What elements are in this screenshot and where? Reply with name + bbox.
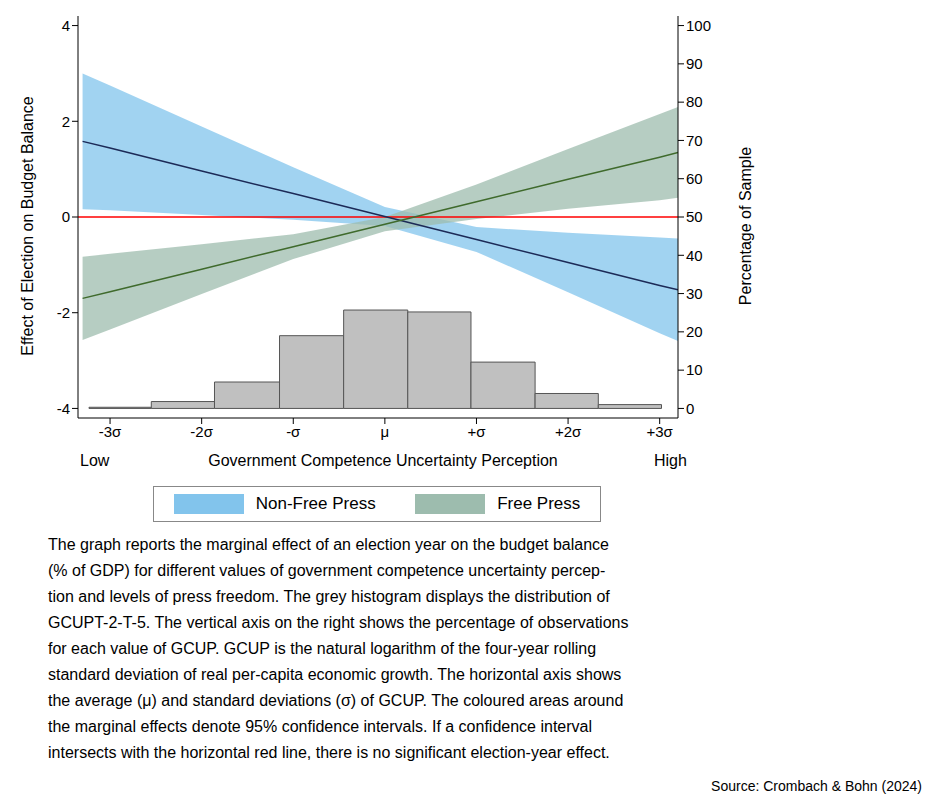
html-text:GCUPT-2-T-5. The vertical axis: GCUPT-2-T-5. The vertical axis on the ri… [48,614,629,631]
html-text:Free Press: Free Press [497,494,581,513]
html-text:standard deviation of real per: standard deviation of real per-capita ec… [48,666,622,683]
svg-text:+2σ: +2σ [555,423,582,440]
svg-text:-2: -2 [57,304,70,321]
svg-text:+σ: +σ [467,423,486,440]
html-text:High: High [654,452,687,469]
svg-text:-3σ: -3σ [99,423,122,440]
svg-text:10: 10 [686,361,703,378]
svg-text:0: 0 [62,208,70,225]
html-text:tion and levels of press freed: tion and levels of press freedom. The gr… [48,588,610,605]
svg-text:50: 50 [686,208,703,225]
html-text:The graph reports the marginal: The graph reports the marginal effect of… [48,536,609,553]
svg-text:-4: -4 [57,400,70,417]
svg-text:40: 40 [686,247,703,264]
svg-text:-σ: -σ [286,423,301,440]
svg-text:60: 60 [686,170,703,187]
html-text:Non-Free Press: Non-Free Press [255,494,376,513]
html-text:the marginal effects denote 95: the marginal effects denote 95% confiden… [48,718,592,735]
svg-text:0: 0 [686,400,694,417]
html-text:Government Competence Uncertai: Government Competence Uncertainty Percep… [208,452,558,469]
svg-text:80: 80 [686,93,703,110]
html-text:intersects with the horizontal: intersects with the horizontal red line,… [48,744,610,761]
html-text:Source: Crombach & Bohn (2024): Source: Crombach & Bohn (2024) [711,778,922,794]
html-text:for each value of GCUP. GCUP i: for each value of GCUP. GCUP is the natu… [48,640,597,657]
html-text:Low: Low [80,452,110,469]
svg-text:20: 20 [686,323,703,340]
svg-text:100: 100 [686,17,711,34]
html-text:(% of GDP) for different value: (% of GDP) for different values of gover… [48,562,606,579]
html-text:Percentage of Sample: Percentage of Sample [737,146,754,306]
svg-text:-2σ: -2σ [190,423,213,440]
svg-text:70: 70 [686,132,703,149]
svg-text:μ: μ [381,423,390,440]
svg-text:90: 90 [686,55,703,72]
svg-text:+3σ: +3σ [646,423,673,440]
svg-text:4: 4 [62,17,70,34]
svg-text:2: 2 [62,113,70,130]
svg-text:30: 30 [686,285,703,302]
html-text:the average (μ) and standard d: the average (μ) and standard deviations … [48,692,624,709]
html-text:Effect of Election on Budget B: Effect of Election on Budget Balance [19,96,36,356]
